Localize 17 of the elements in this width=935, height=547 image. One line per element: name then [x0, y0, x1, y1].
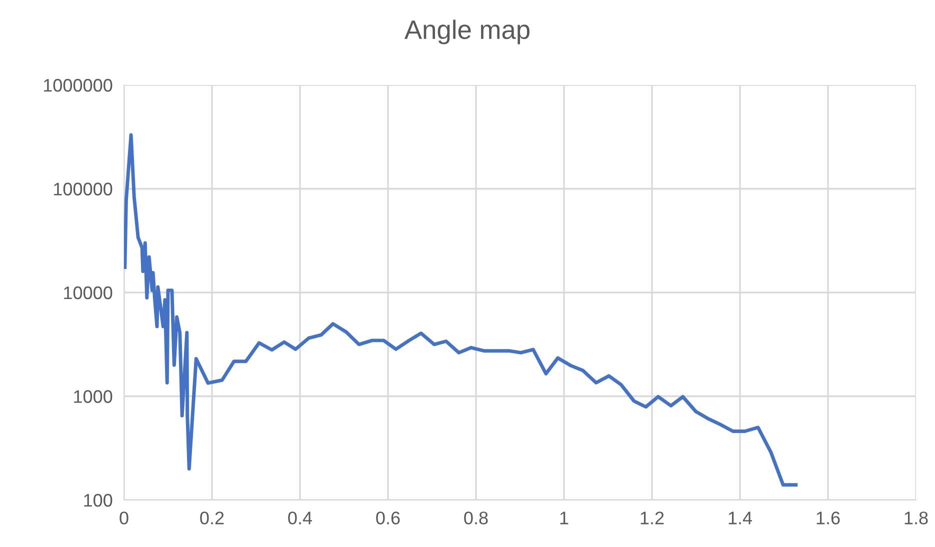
x-tick-label: 1 [560, 512, 568, 524]
line-series [124, 133, 798, 487]
y-tick-label: 10000 [64, 286, 112, 300]
x-tick-label: 1.8 [904, 512, 928, 524]
x-tick-label: 1.4 [728, 512, 752, 524]
x-tick-label: 0.6 [376, 512, 400, 524]
x-tick-label: 0.4 [288, 512, 312, 524]
y-tick-label: 100000 [54, 182, 112, 196]
chart-title: Angle map [404, 20, 530, 44]
x-tick-label: 1.2 [640, 512, 664, 524]
x-tick-label: 0 [120, 512, 128, 524]
x-tick-label: 0.2 [200, 512, 224, 524]
x-tick-label: 0.8 [464, 512, 488, 524]
y-tick-label: 1000 [74, 390, 112, 403]
y-tick-label: 1000000 [44, 78, 112, 92]
y-tick-label: 100 [84, 494, 112, 507]
x-tick-label: 1.6 [816, 512, 840, 524]
